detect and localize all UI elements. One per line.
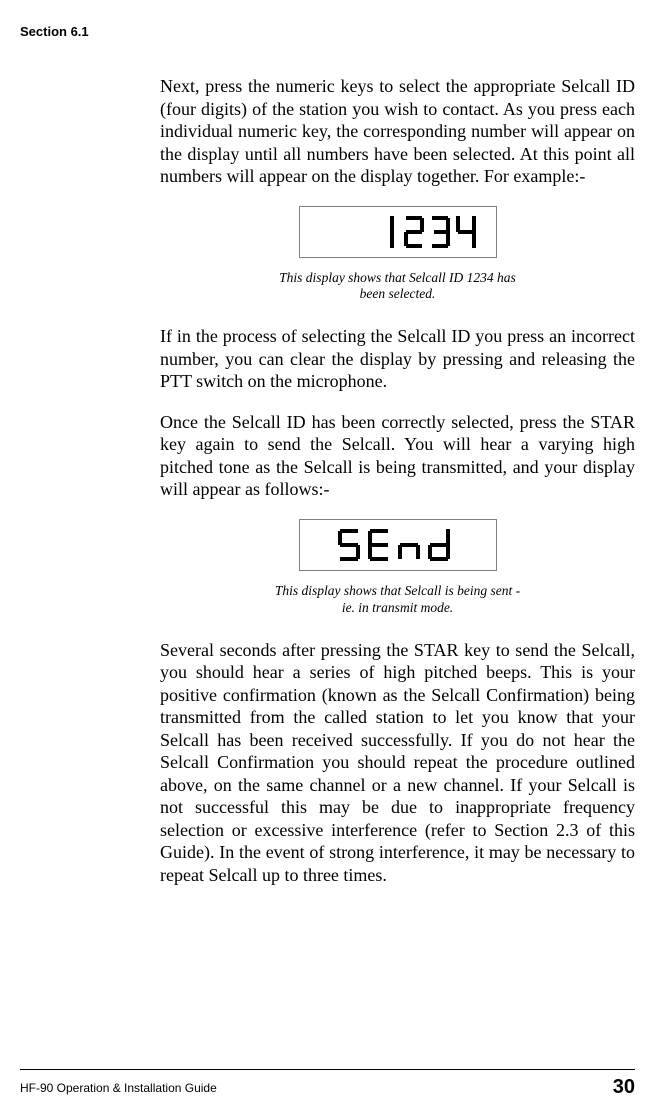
footer-doc-title: HF-90 Operation & Installation Guide (20, 1081, 217, 1095)
caption-1-line-2: been selected. (360, 286, 436, 301)
paragraph-4: Several seconds after pressing the STAR … (160, 639, 635, 887)
lcd-display-1 (160, 206, 635, 258)
paragraph-1: Next, press the numeric keys to select t… (160, 75, 635, 188)
caption-2: This display shows that Selcall is being… (160, 583, 635, 617)
lcd-box-send (299, 519, 497, 571)
caption-2-line-2: ie. in transmit mode. (342, 600, 453, 615)
caption-2-line-1: This display shows that Selcall is being… (275, 583, 520, 598)
caption-1-line-1: This display shows that Selcall ID 1234 … (279, 270, 516, 285)
paragraph-3: Once the Selcall ID has been correctly s… (160, 411, 635, 501)
footer-page-number: 30 (613, 1076, 635, 1099)
section-header: Section 6.1 (20, 24, 635, 39)
lcd-inner-send (308, 524, 488, 566)
lcd-svg-1234 (378, 212, 488, 252)
paragraph-2: If in the process of selecting the Selca… (160, 325, 635, 393)
caption-1: This display shows that Selcall ID 1234 … (160, 270, 635, 304)
main-content: Next, press the numeric keys to select t… (160, 75, 635, 886)
lcd-inner-1234 (308, 211, 488, 253)
lcd-box-1234 (299, 206, 497, 258)
page-footer: HF-90 Operation & Installation Guide 30 (20, 1069, 635, 1099)
lcd-display-2 (160, 519, 635, 571)
lcd-svg-send (328, 525, 468, 565)
